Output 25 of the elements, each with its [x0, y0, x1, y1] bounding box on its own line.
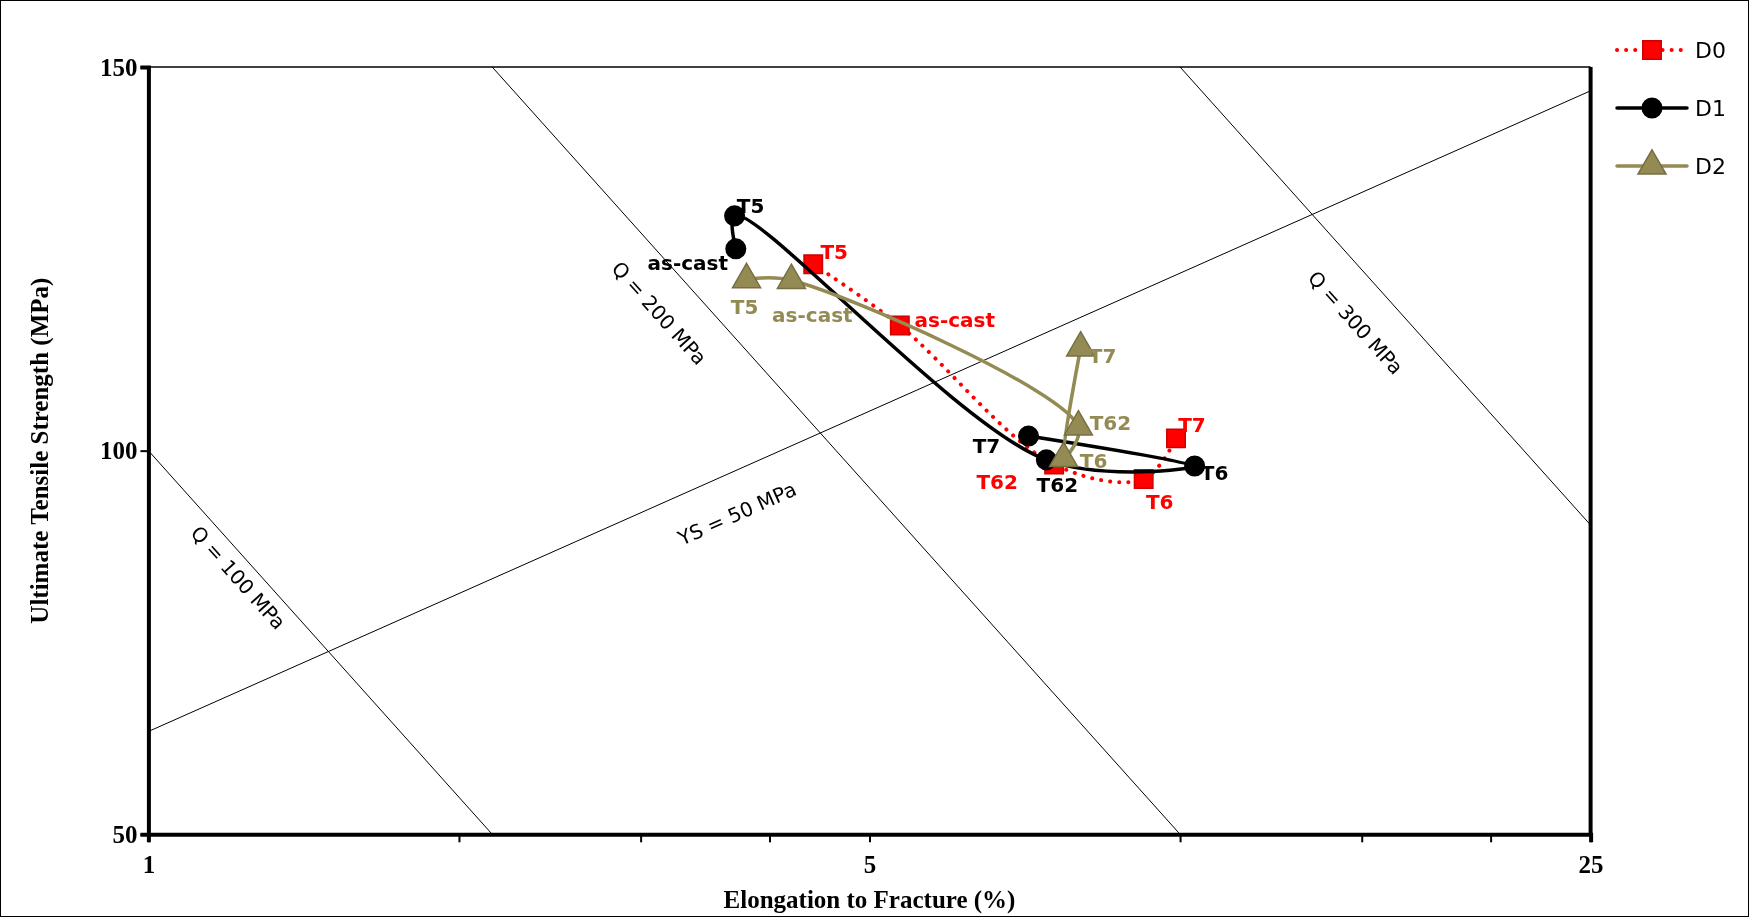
- data-label: T5: [736, 193, 765, 218]
- data-label: T6: [1145, 490, 1174, 515]
- data-label: as-cast: [772, 303, 854, 328]
- data-label: T5: [820, 240, 849, 265]
- data-label: T62: [976, 470, 1018, 495]
- y-tick-label: 150: [99, 53, 138, 81]
- y-axis-title: Ultimate Tensile Strength (MPa): [26, 277, 54, 624]
- data-label: T62: [1089, 410, 1132, 435]
- data-label: T6: [1079, 449, 1108, 474]
- x-tick-label: 1: [142, 850, 156, 878]
- legend-label: D1: [1695, 95, 1726, 121]
- legend-label: D0: [1695, 37, 1726, 63]
- legend-label: D2: [1695, 153, 1726, 179]
- data-label: T62: [1036, 472, 1079, 497]
- text: YS = 50 MPa: [673, 476, 801, 551]
- y-tick-label: 50: [112, 820, 138, 848]
- data-label: as-cast: [914, 307, 996, 332]
- data-label: T7: [1088, 343, 1117, 368]
- data-label: T5: [730, 294, 759, 319]
- x-axis-title: Elongation to Fracture (%): [723, 886, 1016, 914]
- data-label: T7: [972, 434, 1001, 459]
- y-tick-label: 100: [99, 437, 138, 465]
- data-label: T7: [1178, 413, 1206, 438]
- x-tick-label: 25: [1578, 850, 1604, 878]
- x-tick-label: 5: [863, 850, 877, 878]
